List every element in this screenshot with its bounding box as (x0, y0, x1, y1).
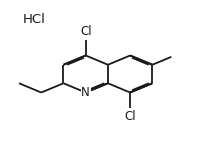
Text: N: N (81, 86, 90, 99)
Text: Cl: Cl (80, 25, 91, 38)
Text: HCl: HCl (22, 13, 45, 26)
Text: Cl: Cl (124, 110, 135, 123)
